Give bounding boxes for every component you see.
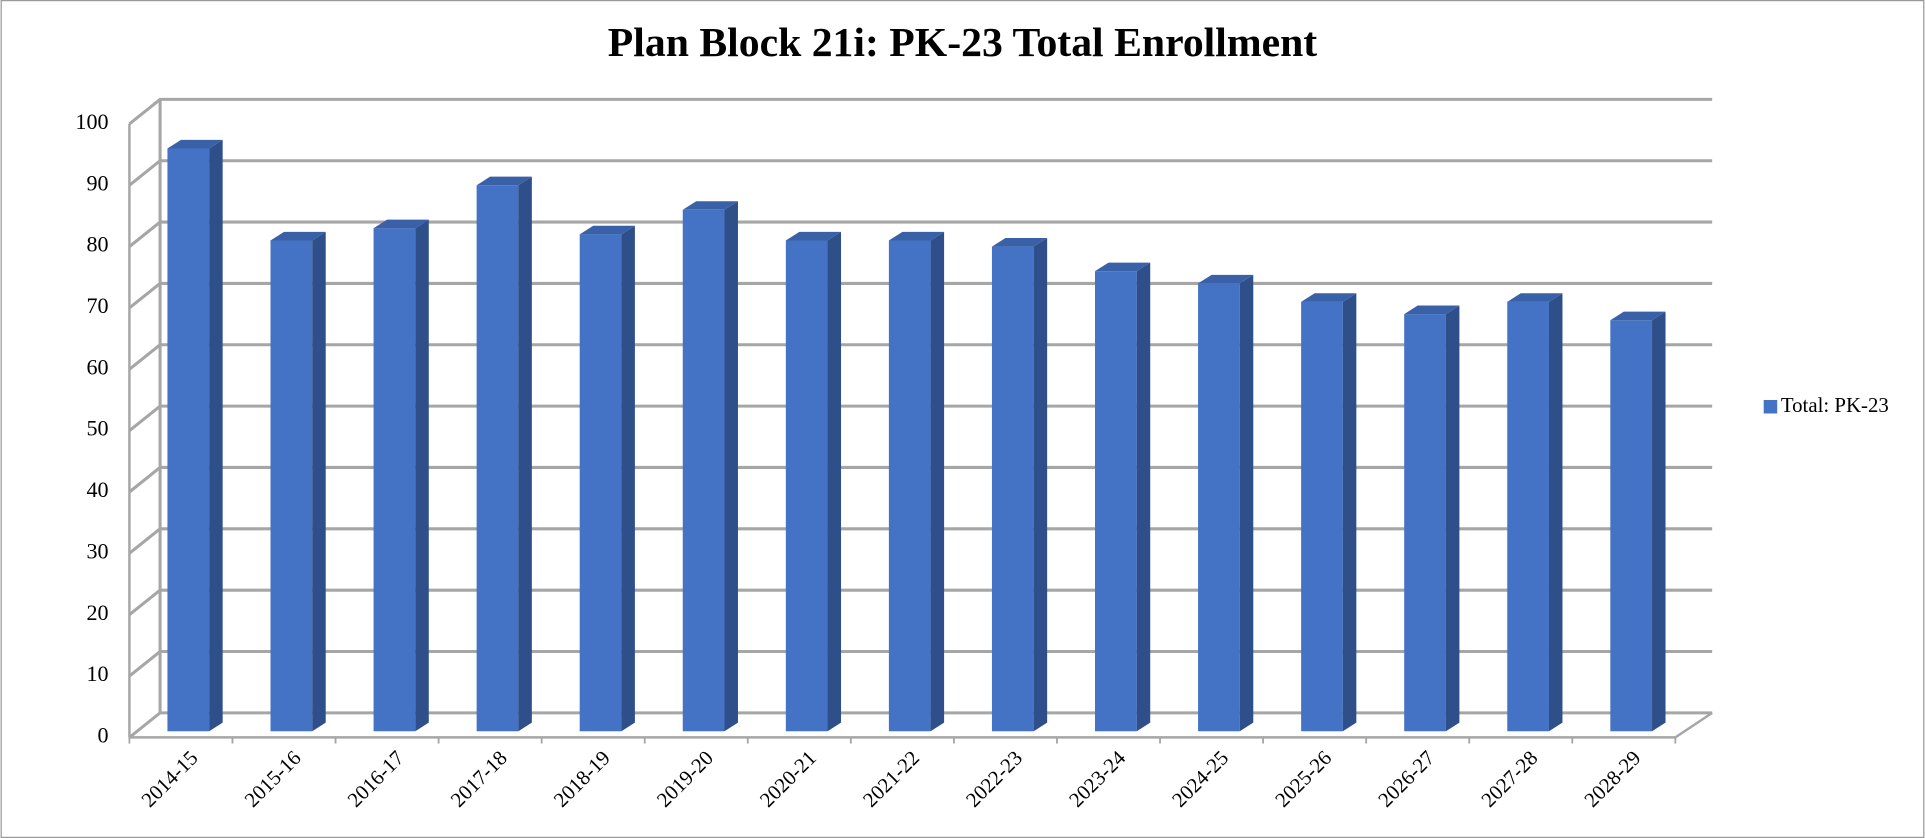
bar — [1507, 301, 1549, 732]
y-tick-label: 90 — [86, 170, 108, 195]
bar-top — [1404, 305, 1460, 315]
legend-swatch — [1763, 399, 1778, 414]
bar — [1404, 314, 1446, 732]
bar-side — [415, 219, 429, 732]
bar-top — [888, 231, 945, 241]
bar-top — [682, 201, 738, 210]
bar-side — [312, 231, 326, 732]
bar-side — [1033, 238, 1048, 732]
bar-side — [621, 225, 635, 732]
y-tick-label: 40 — [86, 477, 108, 502]
bar-top — [270, 231, 326, 241]
bar-side — [518, 176, 532, 732]
bar-side — [930, 231, 945, 732]
bar-top — [476, 176, 532, 186]
y-tick-label: 50 — [86, 416, 108, 441]
bar-top — [1095, 262, 1151, 272]
y-tick-label: 10 — [86, 661, 108, 686]
bar-top — [991, 238, 1048, 247]
bar — [373, 228, 416, 732]
y-tick-label: 100 — [75, 109, 108, 134]
bar-side — [1548, 293, 1563, 732]
bar-side — [1652, 311, 1666, 732]
bar-side — [827, 231, 842, 732]
bar-top — [1301, 293, 1357, 302]
y-tick-label: 80 — [86, 232, 108, 257]
legend-label: Total: PK-23 — [1781, 393, 1889, 417]
y-tick-label: 60 — [86, 354, 108, 379]
bar — [1610, 320, 1653, 732]
bar — [1095, 271, 1137, 732]
y-tick-label: 20 — [86, 600, 108, 625]
bar-side — [1342, 293, 1357, 732]
bar-top — [579, 225, 635, 235]
bar — [682, 209, 725, 732]
chart-title: Plan Block 21i: PK-23 Total Enrollment — [608, 20, 1318, 66]
bar-top — [1507, 293, 1563, 302]
bar — [1301, 301, 1343, 732]
bar-side — [1136, 262, 1151, 732]
bar — [476, 185, 519, 732]
bar — [785, 240, 828, 732]
bar-top — [1198, 274, 1254, 284]
bar-top — [785, 231, 842, 241]
y-tick-label: 70 — [86, 293, 108, 318]
bar-side — [209, 139, 223, 732]
bar-side — [724, 201, 738, 732]
y-tick-label: 0 — [98, 722, 109, 747]
bar-top — [373, 219, 429, 229]
y-tick-label: 30 — [86, 538, 108, 563]
bar-top — [1610, 311, 1666, 321]
bar — [167, 148, 210, 732]
bar — [888, 240, 931, 732]
bar-top — [167, 139, 223, 149]
bar — [270, 240, 313, 732]
bar-side — [1239, 274, 1254, 732]
bar-side — [1445, 305, 1460, 732]
bar — [579, 234, 622, 732]
bar — [1198, 283, 1240, 732]
bar — [991, 246, 1034, 732]
